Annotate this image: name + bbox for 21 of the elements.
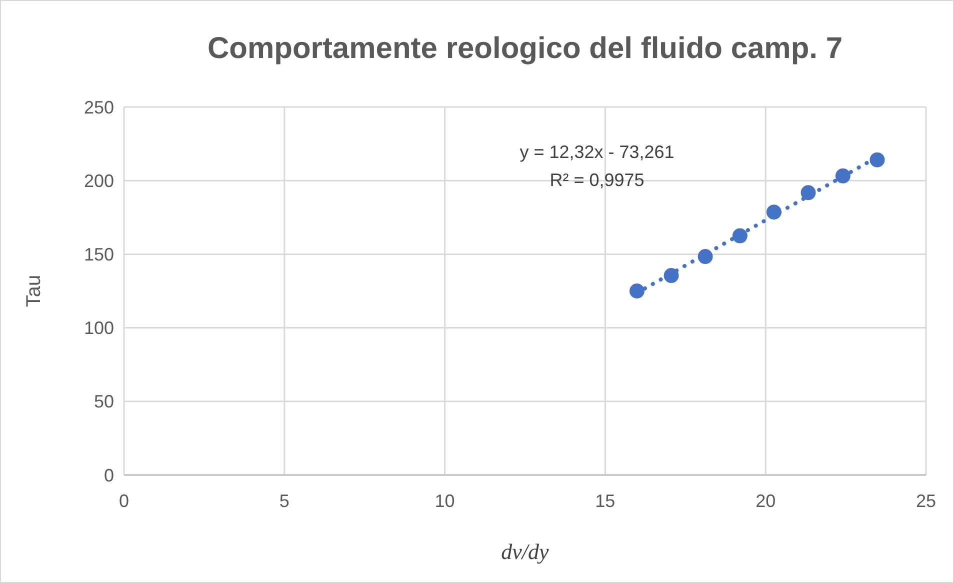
y-tick-label: 50	[94, 392, 114, 412]
y-tick-label: 250	[84, 97, 114, 118]
annotation: y = 12,32x - 73,261	[520, 142, 674, 162]
y-tick-label: 150	[84, 244, 114, 264]
y-tick-label: 0	[104, 465, 114, 486]
x-tick-label: 5	[279, 491, 290, 511]
x-tick-label: 20	[756, 491, 776, 511]
x-axis-title: dv/dy	[501, 539, 550, 564]
chart-title: Comportamente reologico del fluido camp. 7	[207, 32, 843, 65]
point	[870, 152, 885, 168]
point	[732, 228, 748, 244]
x-tick-label: 0	[118, 491, 130, 511]
point	[629, 284, 644, 298]
x-tick-label: 15	[595, 491, 616, 511]
point	[835, 168, 850, 184]
annotation: R² = 0,9975	[550, 170, 644, 190]
y-tick-label: 100	[84, 318, 114, 338]
x-tick-label: 25	[916, 491, 936, 511]
x-tick-label: 10	[434, 491, 455, 511]
y-tick-label: 200	[84, 170, 114, 191]
y-axis-title: Tau	[23, 274, 45, 308]
